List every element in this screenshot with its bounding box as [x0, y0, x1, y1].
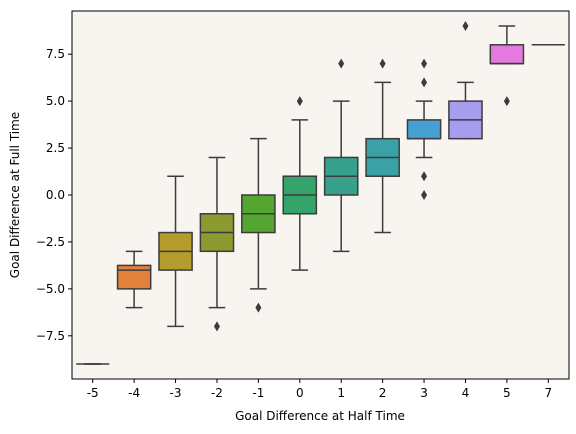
box-group: [199, 156, 235, 332]
x-tick-label: -5: [87, 386, 99, 400]
y-tick-label: −2.5: [36, 235, 65, 249]
x-tick-label: 1: [337, 386, 345, 400]
box-iqr: [116, 264, 152, 290]
outlier-point: [421, 190, 428, 200]
outlier-point: [421, 58, 428, 69]
plot-frame: [71, 10, 570, 380]
x-tick-label: 7: [544, 386, 552, 400]
box-group: [406, 58, 442, 200]
outlier-point: [255, 302, 262, 313]
x-tick-label: 2: [379, 386, 387, 400]
box-series: [76, 21, 565, 365]
box-group: [241, 137, 276, 313]
x-tick-label: 4: [462, 386, 470, 400]
y-axis: −7.5 −5.0 −2.5 0.0 2.5 5.0 7.5: [36, 47, 72, 343]
outlier-point: [421, 77, 428, 88]
x-tick-label: -4: [128, 386, 140, 400]
box-group: [489, 25, 525, 107]
plot-area: [72, 11, 569, 379]
x-tick-label: 0: [296, 386, 304, 400]
y-tick-label: 7.5: [46, 47, 65, 61]
outlier-point: [213, 321, 220, 332]
x-tick-label: -1: [252, 386, 264, 400]
box-iqr: [489, 44, 525, 65]
box-group: [323, 58, 359, 253]
box-group: [116, 250, 152, 309]
outlier-point: [379, 58, 386, 69]
outlier-point: [503, 96, 510, 107]
x-tick-label: 5: [503, 386, 511, 400]
outlier-point: [296, 96, 303, 107]
x-axis-label: Goal Difference at Half Time: [235, 409, 405, 423]
outlier-point: [421, 171, 428, 182]
box-group: [158, 175, 193, 328]
x-axis: -5 -4 -3 -2 -1 0 1 2 3 4 5 7: [87, 379, 552, 400]
y-axis-label: Goal Difference at Full Time: [8, 112, 22, 278]
box-group: [365, 58, 400, 234]
box-group: [282, 96, 318, 271]
y-tick-label: −7.5: [36, 329, 65, 343]
outlier-point: [338, 58, 345, 69]
y-tick-label: 2.5: [46, 141, 65, 155]
y-tick-label: −5.0: [36, 282, 65, 296]
box-group: [448, 21, 483, 140]
x-tick-label: -2: [211, 386, 223, 400]
x-tick-label: 3: [420, 386, 428, 400]
outlier-point: [462, 21, 469, 32]
y-tick-label: 5.0: [46, 94, 65, 108]
y-tick-label: 0.0: [46, 188, 65, 202]
x-tick-label: -3: [170, 386, 182, 400]
box-iqr: [406, 119, 442, 140]
